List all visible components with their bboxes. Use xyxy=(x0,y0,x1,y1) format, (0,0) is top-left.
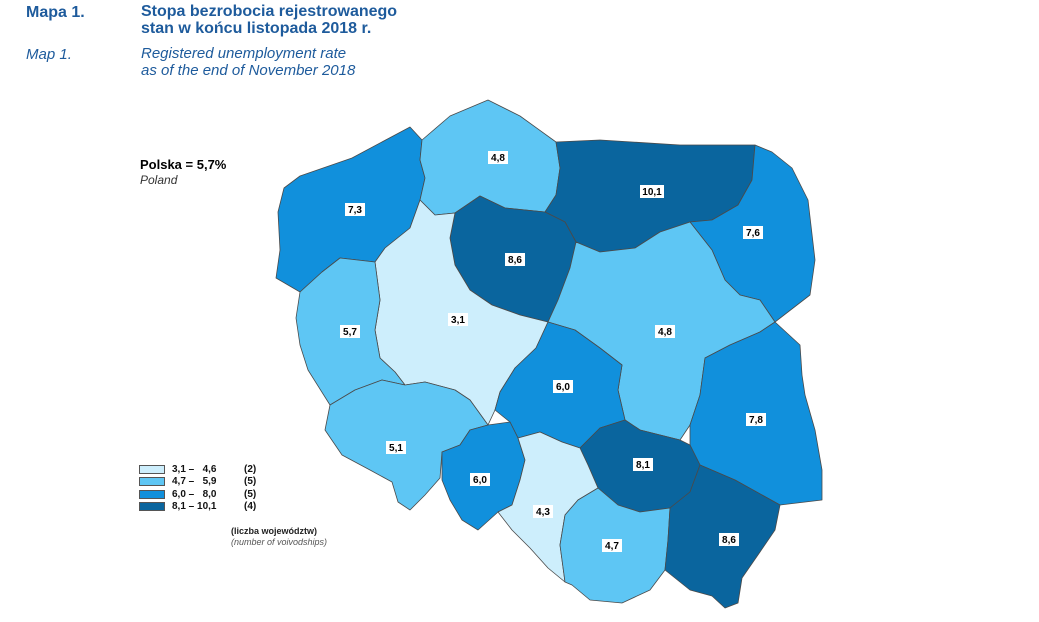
region-value: 3,1 xyxy=(451,315,465,326)
region-label-box xyxy=(553,380,573,393)
region-label-wielkopolskie: 3,1 xyxy=(448,313,468,326)
map-title-pl: Stopa bezrobocia rejestrowanego stan w k… xyxy=(141,3,397,37)
region-label-warminsko-mazurskie: 10,1 xyxy=(640,185,664,198)
country-total: Polska = 5,7% Poland xyxy=(140,157,226,187)
region-label-lubelskie: 7,8 xyxy=(746,413,766,426)
region-label-box xyxy=(633,458,653,471)
legend-note: (liczba województw) (number of voivodshi… xyxy=(231,526,327,547)
region-value: 7,6 xyxy=(746,228,760,239)
region-label-box xyxy=(345,203,365,216)
map-title-pl-line1: Stopa bezrobocia rejestrowanego xyxy=(141,3,398,20)
country-total-label: Polska = 5,7% xyxy=(140,157,227,172)
legend-range: 4,7 – 5,9 xyxy=(172,476,217,488)
region-label-box xyxy=(505,253,525,266)
map-title-en: Registered unemployment rate as of the e… xyxy=(141,45,355,79)
region-label-kujawsko-pomorskie: 8,6 xyxy=(505,253,525,266)
region-value: 5,7 xyxy=(343,327,357,338)
region-label-box xyxy=(640,185,664,198)
region-value: 8,6 xyxy=(722,535,736,546)
region-value: 4,3 xyxy=(536,507,550,518)
legend-item: 6,0 – 8,0 (5) xyxy=(139,488,256,501)
map-title-en-line1: Registered unemployment rate xyxy=(141,45,347,62)
country-total-sublabel: Poland xyxy=(140,173,178,187)
legend-range: 8,1 – 10,1 xyxy=(172,501,217,513)
legend-swatch xyxy=(139,502,165,512)
region-value: 4,8 xyxy=(658,327,672,338)
legend-item: 8,1 – 10,1 (4) xyxy=(139,501,256,514)
legend-count: (4) xyxy=(244,501,257,513)
region-label-podlaskie: 7,6 xyxy=(743,226,763,239)
map-title-pl-line2: stan w końcu listopada 2018 r. xyxy=(141,20,372,37)
region-label-dolnoslaskie: 5,1 xyxy=(386,441,406,454)
legend: 3,1 – 4,6 (2) 4,7 – 5,9 (5) 6,0 – 8,0 (5… xyxy=(139,463,256,513)
region-value: 7,8 xyxy=(749,415,763,426)
legend-note-pl: (liczba województw) xyxy=(231,526,318,536)
legend-swatch xyxy=(139,489,165,499)
region-label-box xyxy=(470,473,490,486)
region-label-lodzkie: 6,0 xyxy=(553,380,573,393)
legend-count: (5) xyxy=(244,476,257,488)
legend-swatch xyxy=(139,464,165,474)
region-label-podkarpackie: 8,6 xyxy=(719,533,739,546)
region-label-slaskie: 4,3 xyxy=(533,505,553,518)
region-label-box xyxy=(743,226,763,239)
region-value: 8,1 xyxy=(636,460,650,471)
legend-item: 4,7 – 5,9 (5) xyxy=(139,476,256,489)
region-label-malopolskie: 4,7 xyxy=(602,539,622,552)
region-label-box xyxy=(602,539,622,552)
region-label-box xyxy=(386,441,406,454)
region-value: 8,6 xyxy=(508,255,522,266)
region-label-box xyxy=(655,325,675,338)
region-value: 10,1 xyxy=(642,187,662,198)
map-title-en-line2: as of the end of November 2018 xyxy=(141,62,356,79)
legend-range: 6,0 – 8,0 xyxy=(172,488,217,500)
legend-count: (5) xyxy=(244,488,257,500)
region-label-opolskie: 6,0 xyxy=(470,473,490,486)
region-label-box xyxy=(533,505,553,518)
region-value: 4,8 xyxy=(491,153,505,164)
legend-note-en: (number of voivodships) xyxy=(231,537,328,547)
legend-range: 3,1 – 4,6 xyxy=(172,463,217,475)
region-label-lubuskie: 5,7 xyxy=(340,325,360,338)
map-number-pl: Mapa 1. xyxy=(26,4,85,21)
region-label-zachodniopomorskie: 7,3 xyxy=(345,203,365,216)
region-label-swietokrzyskie: 8,1 xyxy=(633,458,653,471)
region-value: 6,0 xyxy=(556,382,570,393)
legend-item: 3,1 – 4,6 (2) xyxy=(139,463,256,476)
legend-swatch xyxy=(139,477,165,487)
region-value: 7,3 xyxy=(348,205,362,216)
region-value: 5,1 xyxy=(389,443,403,454)
region-value: 4,7 xyxy=(605,541,619,552)
region-label-box xyxy=(340,325,360,338)
region-label-pomorskie: 4,8 xyxy=(488,151,508,164)
region-label-box xyxy=(448,313,468,326)
legend-count: (2) xyxy=(244,463,257,475)
region-label-box xyxy=(488,151,508,164)
region-value: 6,0 xyxy=(473,475,487,486)
map-number-en: Map 1. xyxy=(26,46,72,63)
region-label-box xyxy=(746,413,766,426)
region-label-box xyxy=(719,533,739,546)
region-label-mazowieckie: 4,8 xyxy=(655,325,675,338)
